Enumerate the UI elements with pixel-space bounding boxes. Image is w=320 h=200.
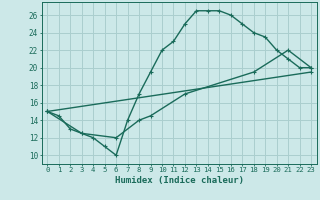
X-axis label: Humidex (Indice chaleur): Humidex (Indice chaleur) bbox=[115, 176, 244, 185]
